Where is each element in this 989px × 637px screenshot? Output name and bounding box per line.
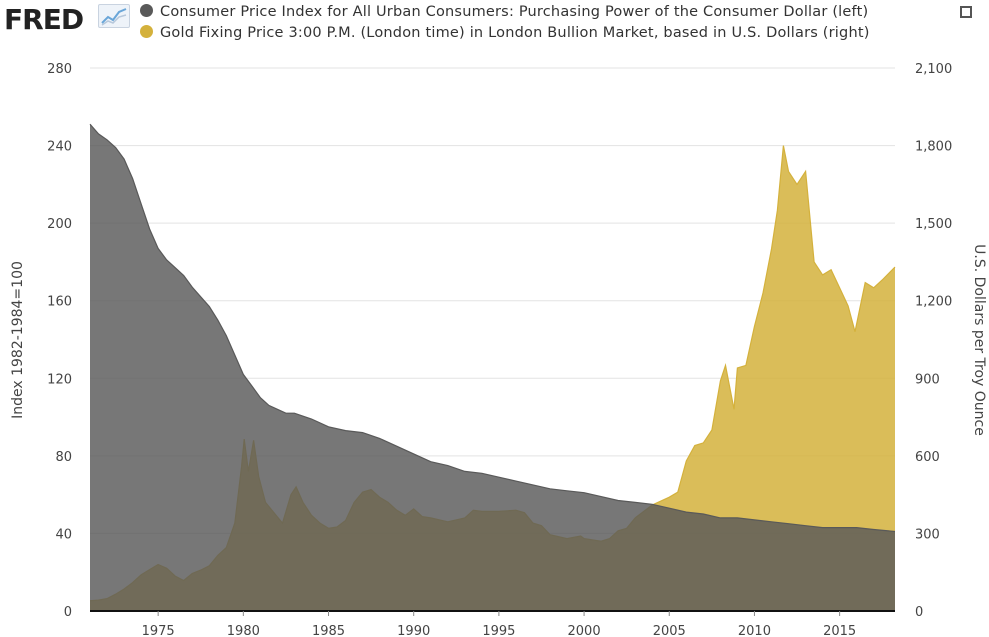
left-tick-label: 200 — [47, 217, 72, 232]
x-tick-label: 1980 — [227, 624, 260, 637]
left-tick-label: 160 — [47, 295, 72, 310]
x-tick-label: 1990 — [397, 624, 430, 637]
legend-swatch-gold — [140, 25, 153, 38]
left-axis-label: Index 1982-1984=100 — [10, 261, 26, 419]
left-tick-label: 0 — [64, 605, 72, 620]
left-tick-label: 40 — [55, 527, 72, 542]
cpi-series-line — [89, 123, 896, 533]
legend-item-gold[interactable]: Gold Fixing Price 3:00 P.M. (London time… — [140, 25, 870, 41]
right-axis-label: U.S. Dollars per Troy Ounce — [971, 244, 987, 436]
x-tick-label: 2005 — [653, 624, 686, 637]
right-tick-label: 600 — [915, 450, 940, 465]
axes: 0 40 80 120 160 200 240 280 0 300 600 900 1,200 1,500… — [47, 62, 952, 637]
left-tick-label: 120 — [47, 372, 72, 387]
left-tick-label: 280 — [47, 62, 72, 77]
right-tick-label: 0 — [915, 605, 923, 620]
chart-header: FRED Consumer Price Index for All Urban … — [0, 0, 989, 48]
right-tick-label: 1,500 — [915, 217, 952, 232]
x-tick-label: 1975 — [142, 624, 175, 637]
x-tick-label: 2000 — [568, 624, 601, 637]
legend-label-gold: Gold Fixing Price 3:00 P.M. (London time… — [160, 25, 870, 41]
x-tick-label: 1995 — [482, 624, 515, 637]
series-areas — [89, 123, 896, 611]
fred-logo[interactable]: FRED — [4, 3, 84, 36]
right-tick-label: 900 — [915, 372, 940, 387]
right-tick-label: 300 — [915, 527, 940, 542]
cpi-series-area — [90, 124, 895, 611]
right-tick-label: 1,800 — [915, 140, 952, 155]
left-tick-label: 80 — [55, 450, 72, 465]
x-tick-label: 2015 — [823, 624, 856, 637]
x-tick-label: 2010 — [738, 624, 771, 637]
fullscreen-icon[interactable] — [960, 6, 972, 18]
x-tick-label: 1985 — [312, 624, 345, 637]
legend-item-cpi[interactable]: Consumer Price Index for All Urban Consu… — [140, 4, 868, 20]
legend-swatch-cpi — [140, 4, 153, 17]
line-chart-icon — [98, 4, 130, 28]
right-tick-label: 1,200 — [915, 295, 952, 310]
left-tick-label: 240 — [47, 140, 72, 155]
legend-label-cpi: Consumer Price Index for All Urban Consu… — [160, 4, 869, 20]
right-tick-label: 2,100 — [915, 62, 952, 77]
